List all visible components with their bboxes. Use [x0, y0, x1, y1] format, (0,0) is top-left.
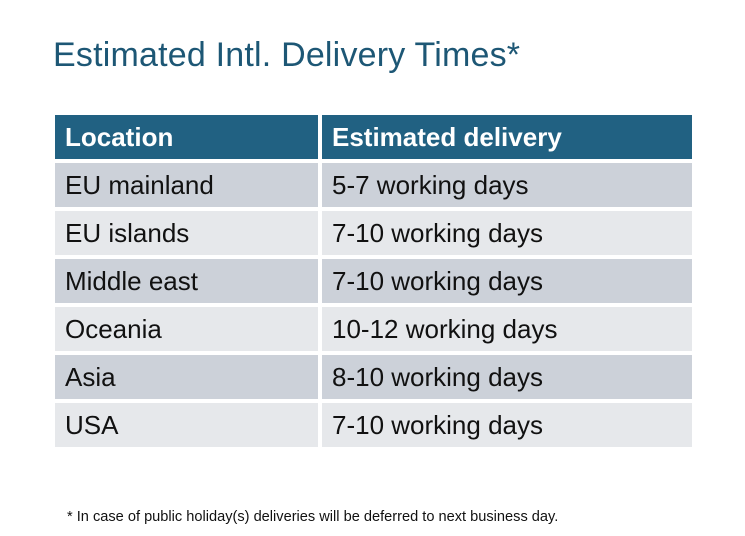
- table-header-row: Location Estimated delivery: [55, 115, 692, 159]
- column-header-location: Location: [55, 115, 318, 159]
- table-row: USA 7-10 working days: [55, 403, 692, 447]
- location-cell: Asia: [55, 355, 318, 399]
- delivery-cell: 7-10 working days: [322, 259, 692, 303]
- location-cell: Oceania: [55, 307, 318, 351]
- page-title: Estimated Intl. Delivery Times*: [53, 36, 521, 74]
- footnote: * In case of public holiday(s) deliverie…: [67, 509, 559, 525]
- column-header-estimated-delivery: Estimated delivery: [322, 115, 692, 159]
- delivery-cell: 5-7 working days: [322, 163, 692, 207]
- table-row: EU islands 7-10 working days: [55, 211, 692, 255]
- table-row: Oceania 10-12 working days: [55, 307, 692, 351]
- location-cell: Middle east: [55, 259, 318, 303]
- location-cell: EU mainland: [55, 163, 318, 207]
- delivery-cell: 10-12 working days: [322, 307, 692, 351]
- location-cell: EU islands: [55, 211, 318, 255]
- table-row: Middle east 7-10 working days: [55, 259, 692, 303]
- delivery-cell: 8-10 working days: [322, 355, 692, 399]
- delivery-cell: 7-10 working days: [322, 403, 692, 447]
- table-row: EU mainland 5-7 working days: [55, 163, 692, 207]
- table-row: Asia 8-10 working days: [55, 355, 692, 399]
- delivery-times-table: Location Estimated delivery EU mainland …: [51, 111, 696, 451]
- location-cell: USA: [55, 403, 318, 447]
- delivery-cell: 7-10 working days: [322, 211, 692, 255]
